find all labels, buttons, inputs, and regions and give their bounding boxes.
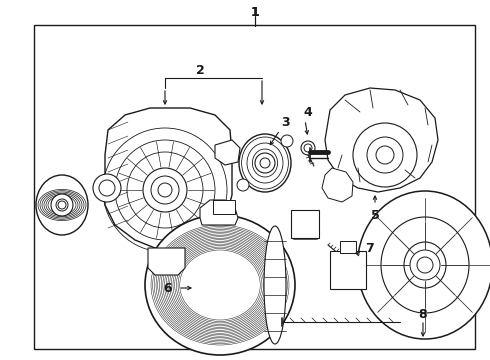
Ellipse shape [145,215,295,355]
Bar [330,251,366,289]
Circle shape [51,194,73,216]
Polygon shape [200,200,238,225]
Bar [213,200,235,214]
Text: 1: 1 [250,5,259,18]
Text: 3: 3 [281,116,289,129]
Ellipse shape [381,217,469,313]
Polygon shape [148,248,185,275]
Polygon shape [105,108,232,248]
Bar [340,241,356,253]
Circle shape [143,168,187,212]
Text: 6: 6 [164,282,172,294]
Ellipse shape [264,226,286,344]
Text: 2: 2 [196,63,204,77]
Ellipse shape [404,242,446,288]
Bar [291,210,319,238]
Ellipse shape [239,134,291,192]
Circle shape [410,250,440,280]
Text: 7: 7 [366,242,374,255]
Polygon shape [215,140,240,165]
Circle shape [93,174,121,202]
Polygon shape [325,88,438,192]
Polygon shape [322,168,353,202]
Text: 8: 8 [418,309,427,321]
Ellipse shape [358,191,490,339]
Circle shape [301,141,315,155]
Ellipse shape [237,179,249,191]
Bar [34,25,475,349]
Text: 5: 5 [370,208,379,221]
Ellipse shape [36,175,88,235]
Ellipse shape [281,135,293,147]
Circle shape [353,123,417,187]
Text: 4: 4 [304,105,313,118]
Circle shape [255,153,275,173]
Text: 1: 1 [250,5,259,18]
Circle shape [367,137,403,173]
